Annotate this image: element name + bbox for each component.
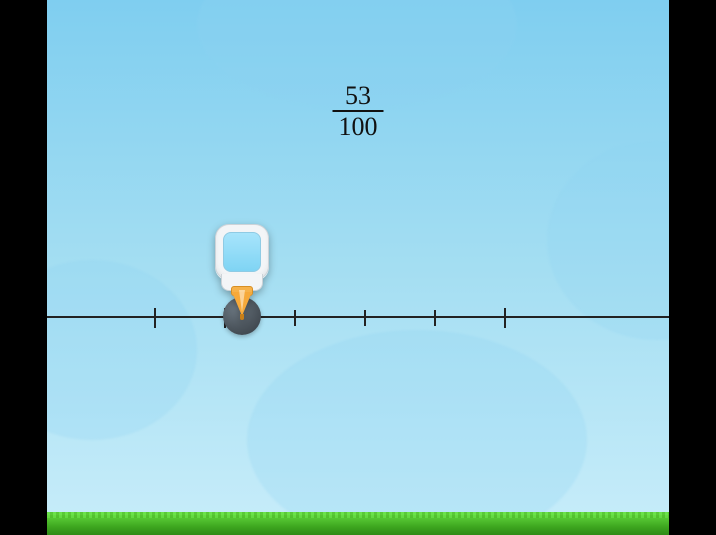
- fraction-display: 53 100: [333, 82, 384, 141]
- number-line-tick: [434, 310, 436, 326]
- fraction-denominator: 100: [333, 110, 384, 140]
- grass-ground: [47, 512, 669, 535]
- number-line-tick: [294, 310, 296, 326]
- cloud: [247, 330, 587, 535]
- number-line-tick: [364, 310, 366, 326]
- glue-bottle-marker[interactable]: [207, 224, 277, 320]
- glue-bottle-window: [223, 232, 261, 272]
- game-stage: 53 100: [47, 0, 669, 535]
- glue-bottle-nozzle-icon: [232, 292, 252, 316]
- number-line-tick: [154, 308, 156, 328]
- fraction-numerator: 53: [333, 82, 384, 110]
- number-line-tick: [504, 308, 506, 328]
- glue-bottle-tip: [240, 314, 244, 320]
- number-line: [47, 316, 669, 318]
